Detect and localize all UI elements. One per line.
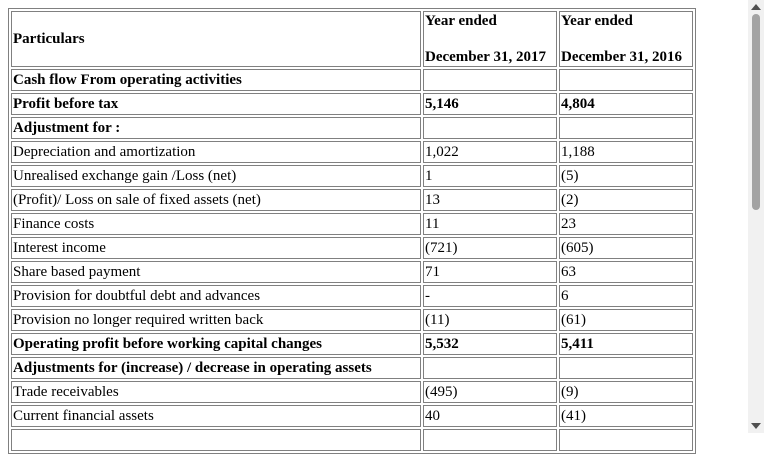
table-row: Adjustments for (increase) / decrease in…	[11, 357, 693, 379]
header-stack: Year ended December 31, 2016	[561, 12, 691, 66]
row-value	[423, 69, 557, 91]
row-value: (61)	[559, 309, 693, 331]
table-row: Adjustment for :	[11, 117, 693, 139]
row-value: 71	[423, 261, 557, 283]
row-value: (11)	[423, 309, 557, 331]
header-line: December 31, 2017	[425, 49, 546, 65]
row-label: Depreciation and amortization	[11, 141, 421, 163]
row-value: 63	[559, 261, 693, 283]
row-value: 1,022	[423, 141, 557, 163]
row-value: -	[423, 285, 557, 307]
table-row: Trade receivables (495) (9)	[11, 381, 693, 403]
table-body: Particulars Year ended December 31, 2017 …	[11, 11, 693, 451]
row-value: 6	[559, 285, 693, 307]
table-row: Provision for doubtful debt and advances…	[11, 285, 693, 307]
row-value: (495)	[423, 381, 557, 403]
row-value: 5,411	[559, 333, 693, 355]
table-row: Profit before tax 5,146 4,804	[11, 93, 693, 115]
row-cell	[423, 429, 557, 451]
row-label: Finance costs	[11, 213, 421, 235]
row-label: Current financial assets	[11, 405, 421, 427]
table-row: Depreciation and amortization 1,022 1,188	[11, 141, 693, 163]
row-value: (5)	[559, 165, 693, 187]
row-value	[559, 69, 693, 91]
table-row: Share based payment 71 63	[11, 261, 693, 283]
row-value: 1,188	[559, 141, 693, 163]
row-label: Provision no longer required written bac…	[11, 309, 421, 331]
row-value: 5,146	[423, 93, 557, 115]
page: Particulars Year ended December 31, 2017 …	[8, 0, 764, 454]
table-row: (Profit)/ Loss on sale of fixed assets (…	[11, 189, 693, 211]
row-label: Unrealised exchange gain /Loss (net)	[11, 165, 421, 187]
header-col: Year ended December 31, 2016	[559, 11, 693, 67]
row-value: 1	[423, 165, 557, 187]
table-row: Provision no longer required written bac…	[11, 309, 693, 331]
scroll-thumb[interactable]	[752, 14, 760, 210]
header-stack: Year ended December 31, 2017	[425, 12, 555, 66]
row-value: (721)	[423, 237, 557, 259]
scroll-down[interactable]	[751, 423, 761, 429]
table-row: Interest income (721) (605)	[11, 237, 693, 259]
row-cell	[11, 429, 421, 451]
table-row: Current financial assets 40 (41)	[11, 405, 693, 427]
table-row: Finance costs 11 23	[11, 213, 693, 235]
row-value	[559, 117, 693, 139]
row-value: 4,804	[559, 93, 693, 115]
row-value: (9)	[559, 381, 693, 403]
row-value: 23	[559, 213, 693, 235]
table-row	[11, 429, 693, 451]
row-label: Operating profit before working capital …	[11, 333, 421, 355]
table-row: Cash flow From operating activities	[11, 69, 693, 91]
cash-flow-table: Particulars Year ended December 31, 2017 …	[8, 8, 696, 454]
header-line: December 31, 2016	[561, 49, 682, 65]
row-value: 40	[423, 405, 557, 427]
table-row: Unrealised exchange gain /Loss (net) 1 (5)	[11, 165, 693, 187]
row-value: 11	[423, 213, 557, 235]
row-value: (2)	[559, 189, 693, 211]
table-row: Operating profit before working capital …	[11, 333, 693, 355]
row-label: Profit before tax	[11, 93, 421, 115]
scrollbar[interactable]	[748, 0, 764, 433]
scroll-up[interactable]	[751, 4, 761, 10]
row-label: Adjustment for :	[11, 117, 421, 139]
header-row: Particulars Year ended December 31, 2017 …	[11, 11, 693, 67]
row-value	[423, 357, 557, 379]
row-value: (605)	[559, 237, 693, 259]
row-label: Cash flow From operating activities	[11, 69, 421, 91]
row-label: (Profit)/ Loss on sale of fixed assets (…	[11, 189, 421, 211]
row-label: Provision for doubtful debt and advances	[11, 285, 421, 307]
header-particulars: Particulars	[11, 11, 421, 67]
row-value: 5,532	[423, 333, 557, 355]
row-value	[559, 357, 693, 379]
row-value: 13	[423, 189, 557, 211]
row-value	[423, 117, 557, 139]
row-label: Adjustments for (increase) / decrease in…	[11, 357, 421, 379]
row-label: Interest income	[11, 237, 421, 259]
row-label: Share based payment	[11, 261, 421, 283]
row-cell	[559, 429, 693, 451]
row-value: (41)	[559, 405, 693, 427]
header-line: Year ended	[561, 13, 633, 29]
header-col: Year ended December 31, 2017	[423, 11, 557, 67]
header-line: Year ended	[425, 13, 497, 29]
row-label: Trade receivables	[11, 381, 421, 403]
